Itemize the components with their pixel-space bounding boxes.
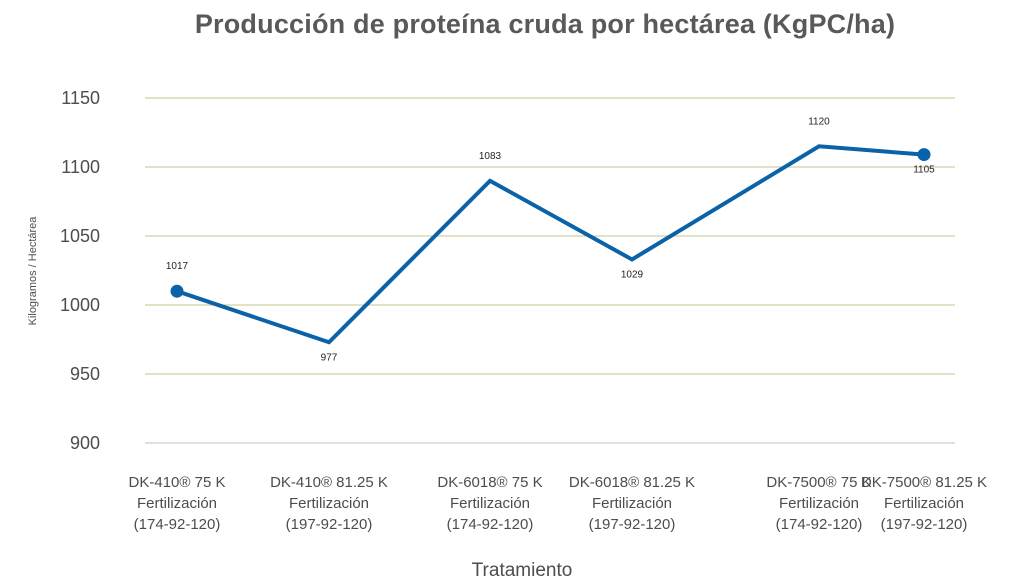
x-tick-label-line: (197-92-120) [881,516,968,533]
x-tick-label-line: Fertilización [289,495,369,512]
y-tick-label: 1100 [61,157,100,177]
series-line [176,144,925,345]
data-label: 1029 [621,269,644,280]
x-tick-label-line: DK-6018® 75 K [437,474,542,491]
chart-title: Producción de proteína cruda por hectáre… [194,9,896,39]
x-tick-label-line: DK-6018® 81.25 K [569,474,695,491]
x-tick-label: DK-6018® 75 K Fertilización (174-92-120) [437,474,542,533]
x-tick-label-line: (174-92-120) [447,516,534,533]
x-tick-label-line: (174-92-120) [776,516,863,533]
data-label: 1017 [166,261,189,272]
x-tick-label-line: Fertilización [450,495,530,512]
y-tick-label: 1050 [60,226,100,246]
y-axis-label: Kilogramos / Hectárea [27,216,39,326]
data-label: 1120 [808,116,830,127]
data-label: 1105 [913,165,935,176]
x-tick-label-line: Fertilización [137,495,217,512]
x-tick-label-line: Fertilización [884,495,964,512]
x-tick-label-line: DK-7500® 75 K [766,474,871,491]
y-tick-label: 950 [70,364,100,384]
x-tick-label-line: Fertilización [779,495,859,512]
x-tick-label-line: Fertilización [592,495,672,512]
x-axis-label: Tratamiento [472,560,573,581]
x-tick-label-line: DK-410® 75 K [129,474,226,491]
y-tick-label: 1150 [61,88,100,108]
x-tick-label-line: (197-92-120) [286,516,373,533]
x-tick-label: DK-410® 75 K Fertilización (174-92-120) [129,474,226,533]
x-tick-label: DK-7500® 81.25 K Fertilización (197-92-120… [861,474,987,533]
x-tick-label: DK-7500® 75 K Fertilización (174-92-120) [766,474,871,533]
x-tick-label-line: DK-410® 81.25 K [270,474,388,491]
y-tick-label: 1000 [60,295,100,315]
x-tick-label: DK-6018® 81.25 K Fertilización (197-92-120… [569,474,695,533]
data-point [170,284,184,298]
x-tick-label-line: (174-92-120) [134,516,221,533]
data-label: 977 [321,352,338,363]
x-tick-label-line: DK-7500® 81.25 K [861,474,987,491]
data-label: 1083 [479,151,502,162]
x-tick-label-line: (197-92-120) [589,516,676,533]
y-tick-label: 900 [70,433,100,453]
data-point [917,148,931,162]
x-tick-label: DK-410® 81.25 K Fertilización (197-92-120) [270,474,388,533]
